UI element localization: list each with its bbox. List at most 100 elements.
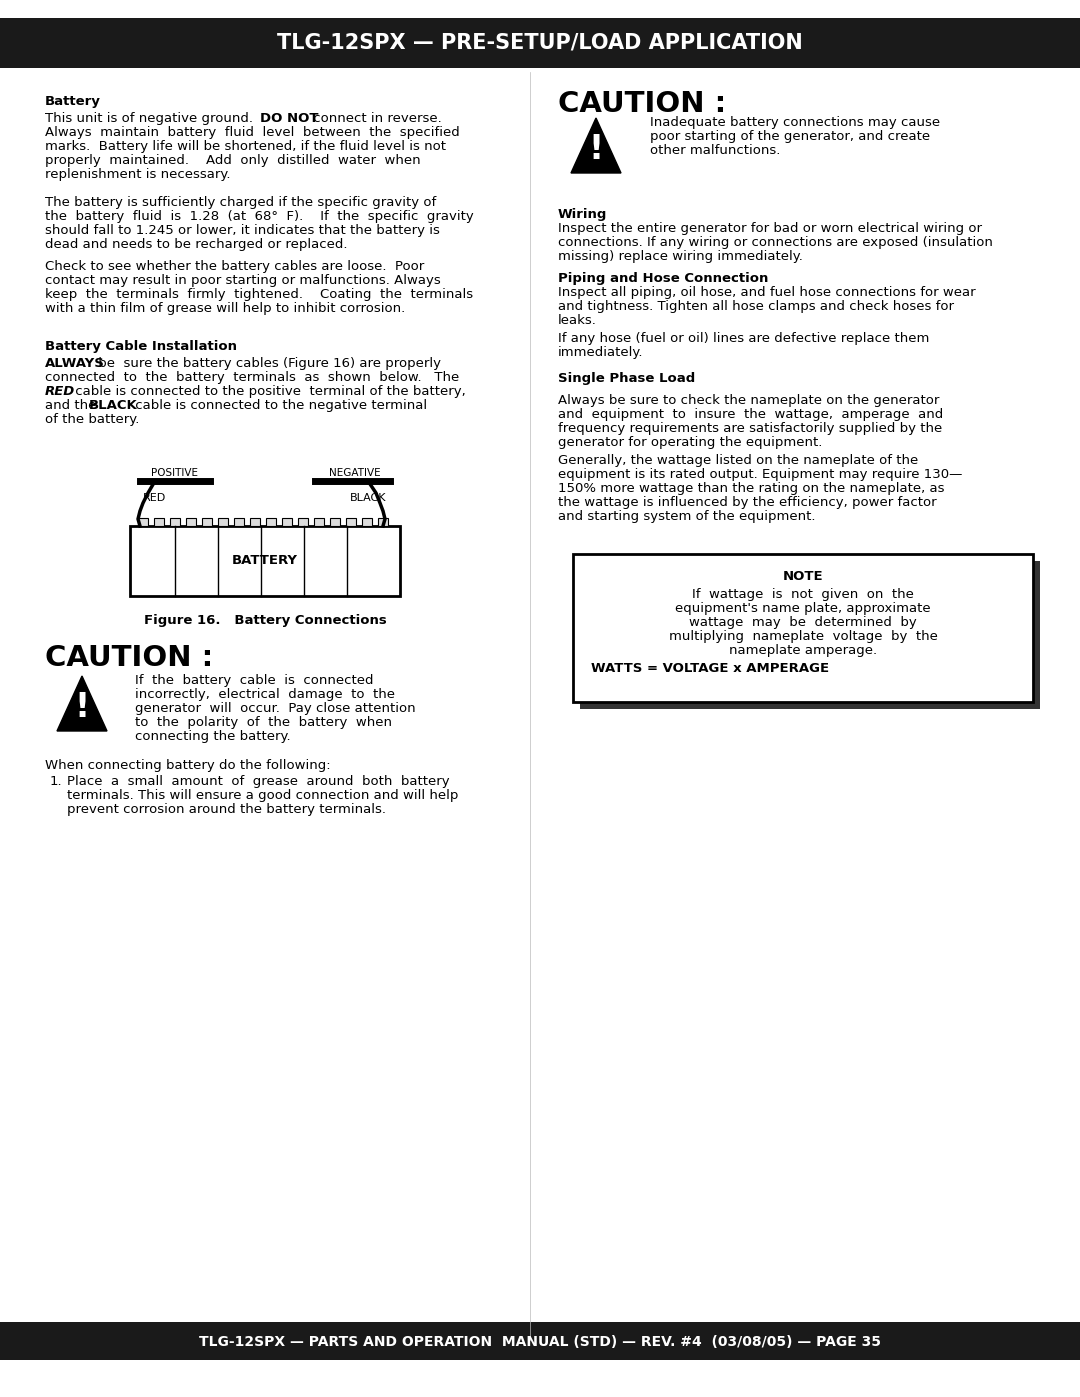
Text: Single Phase Load: Single Phase Load [558,372,696,386]
Text: If any hose (fuel or oil) lines are defective replace them: If any hose (fuel or oil) lines are defe… [558,332,930,345]
Text: wattage  may  be  determined  by: wattage may be determined by [689,616,917,629]
Bar [154,518,164,527]
Text: immediately.: immediately. [558,346,644,359]
Text: ALWAYS: ALWAYS [45,358,105,370]
Text: POSITIVE: POSITIVE [151,468,199,478]
Text: nameplate amperage.: nameplate amperage. [729,644,877,657]
Text: Inadequate battery connections may cause: Inadequate battery connections may cause [650,116,940,129]
Bar [314,518,324,527]
Text: the  battery  fluid  is  1.28  (at  68°  F).    If  the  specific  gravity: the battery fluid is 1.28 (at 68° F). If… [45,210,474,224]
Text: should fall to 1.245 or lower, it indicates that the battery is: should fall to 1.245 or lower, it indica… [45,224,440,237]
Text: Generally, the wattage listed on the nameplate of the: Generally, the wattage listed on the nam… [558,454,918,467]
Bar [202,518,212,527]
Bar [249,518,260,527]
Text: 1.: 1. [50,775,63,788]
Text: Place  a  small  amount  of  grease  around  both  battery: Place a small amount of grease around bo… [67,775,449,788]
Text: and starting system of the equipment.: and starting system of the equipment. [558,510,815,522]
Text: terminals. This will ensure a good connection and will help: terminals. This will ensure a good conne… [67,789,458,802]
Text: the wattage is influenced by the efficiency, power factor: the wattage is influenced by the efficie… [558,496,936,509]
Text: prevent corrosion around the battery terminals.: prevent corrosion around the battery ter… [67,803,386,816]
Bar [0,1322,1080,1361]
Text: properly  maintained.    Add  only  distilled  water  when: properly maintained. Add only distilled … [45,154,420,168]
Text: BLACK: BLACK [89,400,138,412]
Bar [573,555,1032,703]
Text: Wiring: Wiring [558,208,607,221]
Text: frequency requirements are satisfactorily supplied by the: frequency requirements are satisfactoril… [558,422,942,434]
Text: Battery: Battery [45,95,100,108]
Text: RED: RED [144,493,166,503]
Text: connecting the battery.: connecting the battery. [135,731,291,743]
Text: Piping and Hose Connection: Piping and Hose Connection [558,272,768,285]
Text: The battery is sufficiently charged if the specific gravity of: The battery is sufficiently charged if t… [45,196,436,210]
Text: multiplying  nameplate  voltage  by  the: multiplying nameplate voltage by the [669,630,937,643]
Polygon shape [571,117,621,173]
Text: Check to see whether the battery cables are loose.  Poor: Check to see whether the battery cables … [45,260,424,272]
Bar [0,18,1080,68]
Text: !: ! [75,692,90,725]
Text: RED: RED [45,386,76,398]
Text: incorrectly,  electrical  damage  to  the: incorrectly, electrical damage to the [135,687,395,701]
Text: connected  to  the  battery  terminals  as  shown  below.   The: connected to the battery terminals as sh… [45,372,459,384]
Text: equipment's name plate, approximate: equipment's name plate, approximate [675,602,931,615]
Text: 150% more wattage than the rating on the nameplate, as: 150% more wattage than the rating on the… [558,482,945,495]
Text: generator  will  occur.  Pay close attention: generator will occur. Pay close attentio… [135,703,416,715]
Bar [298,518,308,527]
Bar [138,518,148,527]
Text: If  the  battery  cable  is  connected: If the battery cable is connected [135,673,374,687]
Text: replenishment is necessary.: replenishment is necessary. [45,168,230,182]
Bar [170,518,180,527]
Text: connect in reverse.: connect in reverse. [309,112,442,124]
Bar [218,518,228,527]
Text: DO NOT: DO NOT [260,112,319,124]
Text: When connecting battery do the following:: When connecting battery do the following… [45,759,330,773]
Text: missing) replace wiring immediately.: missing) replace wiring immediately. [558,250,802,263]
Text: NOTE: NOTE [783,570,823,583]
Bar [362,518,372,527]
Text: BATTERY: BATTERY [232,555,298,567]
Text: CAUTION :: CAUTION : [558,89,726,117]
Text: cable is connected to the positive  terminal of the battery,: cable is connected to the positive termi… [71,386,465,398]
Text: keep  the  terminals  firmly  tightened.    Coating  the  terminals: keep the terminals firmly tightened. Coa… [45,288,473,300]
Text: with a thin film of grease will help to inhibit corrosion.: with a thin film of grease will help to … [45,302,405,314]
Text: TLG-12SPX — PARTS AND OPERATION  MANUAL (STD) — REV. #4  (03/08/05) — PAGE 35: TLG-12SPX — PARTS AND OPERATION MANUAL (… [199,1336,881,1350]
Text: contact may result in poor starting or malfunctions. Always: contact may result in poor starting or m… [45,274,441,286]
Bar [186,518,195,527]
Text: Always  maintain  battery  fluid  level  between  the  specified: Always maintain battery fluid level betw… [45,126,460,138]
Bar [282,518,292,527]
Text: and  equipment  to  insure  the  wattage,  amperage  and: and equipment to insure the wattage, amp… [558,408,943,420]
Text: to  the  polarity  of  the  battery  when: to the polarity of the battery when [135,717,392,729]
Text: This unit is of negative ground.: This unit is of negative ground. [45,112,261,124]
Bar [266,518,276,527]
Bar [580,562,1040,710]
Text: Inspect all piping, oil hose, and fuel hose connections for wear: Inspect all piping, oil hose, and fuel h… [558,286,975,299]
Text: leaks.: leaks. [558,314,597,327]
Text: connections. If any wiring or connections are exposed (insulation: connections. If any wiring or connection… [558,236,993,249]
Bar [378,518,388,527]
Text: Figure 16.   Battery Connections: Figure 16. Battery Connections [144,615,387,627]
Text: of the battery.: of the battery. [45,414,139,426]
Text: !: ! [589,133,604,166]
Text: marks.  Battery life will be shortened, if the fluid level is not: marks. Battery life will be shortened, i… [45,140,446,154]
Bar [346,518,356,527]
Text: cable is connected to the negative terminal: cable is connected to the negative termi… [131,400,427,412]
Text: WATTS = VOLTAGE x AMPERAGE: WATTS = VOLTAGE x AMPERAGE [591,662,829,675]
Text: dead and needs to be recharged or replaced.: dead and needs to be recharged or replac… [45,237,348,251]
Bar [130,527,400,597]
Text: Always be sure to check the nameplate on the generator: Always be sure to check the nameplate on… [558,394,940,407]
Text: equipment is its rated output. Equipment may require 130—: equipment is its rated output. Equipment… [558,468,962,481]
Text: and tightness. Tighten all hose clamps and check hoses for: and tightness. Tighten all hose clamps a… [558,300,954,313]
Text: poor starting of the generator, and create: poor starting of the generator, and crea… [650,130,930,142]
Text: NEGATIVE: NEGATIVE [329,468,381,478]
Text: BLACK: BLACK [350,493,387,503]
Text: Battery Cable Installation: Battery Cable Installation [45,339,237,353]
Text: CAUTION :: CAUTION : [45,644,213,672]
Text: other malfunctions.: other malfunctions. [650,144,781,156]
Bar [234,518,244,527]
Polygon shape [57,676,107,731]
Text: If  wattage  is  not  given  on  the: If wattage is not given on the [692,588,914,601]
Text: generator for operating the equipment.: generator for operating the equipment. [558,436,822,448]
Text: TLG-12SPX — PRE-SETUP/LOAD APPLICATION: TLG-12SPX — PRE-SETUP/LOAD APPLICATION [278,34,802,53]
Text: and the: and the [45,400,100,412]
Text: Inspect the entire generator for bad or worn electrical wiring or: Inspect the entire generator for bad or … [558,222,982,235]
Bar [330,518,340,527]
